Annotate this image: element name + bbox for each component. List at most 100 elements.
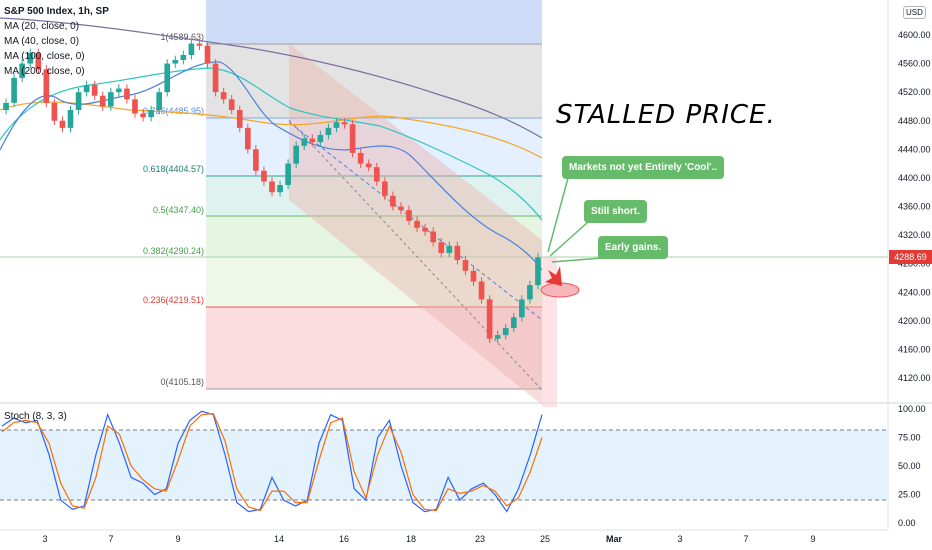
candle-body [51, 102, 58, 121]
currency-badge[interactable]: USD [903, 6, 926, 19]
stoch-d-line [1, 412, 543, 512]
candle-body [317, 135, 324, 143]
candle-body [398, 206, 404, 211]
candle-body [75, 92, 82, 111]
price-axis[interactable]: 4120.004160.004200.004240.004280.004320.… [898, 30, 931, 383]
time-axis[interactable]: 3 7 9 14 16 18 23 25 Mar 3 7 9 [42, 534, 815, 544]
price-tick-label: 4400.00 [898, 173, 931, 183]
ma-100-legend[interactable]: MA (100, close, 0) [4, 51, 85, 62]
candle-body [527, 285, 533, 300]
candle-body [236, 110, 243, 128]
ma-20-legend[interactable]: MA (20, close, 0) [4, 21, 80, 32]
time-tick-label: 16 [339, 534, 349, 544]
fib-band-05-0382 [206, 216, 542, 257]
candle-body [470, 270, 477, 282]
candle-body [220, 92, 227, 100]
candle-body [253, 149, 259, 171]
stoch-legend[interactable]: Stoch (8, 3, 3) [4, 411, 67, 422]
channel-midline [288, 121, 543, 321]
red-arrow-icon [545, 266, 562, 286]
ma-20-line [0, 61, 543, 271]
callout-early-gains: Early gains. [598, 236, 669, 259]
time-tick-label: 9 [810, 534, 815, 544]
candle-body [172, 60, 179, 64]
stoch-k-line [1, 410, 543, 513]
current-price-tag: 4288.69 [889, 250, 932, 264]
candle-body [446, 245, 453, 253]
candle-body [341, 122, 348, 125]
candle-body [116, 88, 122, 93]
candle-body [414, 220, 420, 228]
candle-body [148, 110, 154, 118]
callout-connector-1 [547, 177, 569, 253]
candle-body [19, 63, 25, 78]
price-tick-label: 4520.00 [898, 87, 931, 97]
fib-band-0236-0 [206, 307, 542, 389]
candle-body [196, 43, 203, 46]
candle-body [228, 99, 235, 111]
candle-body [99, 95, 106, 107]
fib-band-top [206, 0, 542, 44]
stoch-tick-label: 50.00 [898, 461, 921, 471]
stoch-tick-label: 100.00 [898, 404, 926, 414]
candle-body [357, 152, 364, 164]
candle-body [204, 45, 211, 64]
symbol-title[interactable]: S&P 500 Index, 1h, SP [4, 6, 109, 17]
ma-200-legend[interactable]: MA (200, close, 0) [4, 66, 85, 77]
price-tick-label: 4160.00 [898, 344, 931, 354]
fib-label-05: 0.5(4347.40) [153, 205, 204, 215]
candle-body [510, 317, 517, 328]
candle-body [83, 85, 90, 93]
candle-body [156, 92, 162, 111]
candle-body [454, 245, 461, 261]
candle-body [212, 63, 219, 93]
candle-body [285, 163, 291, 186]
candlestick-series [3, 39, 541, 343]
chart-legend: S&P 500 Index, 1h, SP MA (20, close, 0) … [4, 4, 109, 79]
ma-40-legend[interactable]: MA (40, close, 0) [4, 36, 80, 47]
price-tick-label: 4200.00 [898, 316, 931, 326]
candle-body [277, 185, 283, 193]
price-tick-label: 4480.00 [898, 116, 931, 126]
stoch-axis[interactable]: 0.00 25.00 50.00 75.00 100.00 [898, 404, 926, 528]
time-tick-label: 3 [42, 534, 47, 544]
candle-body [422, 227, 428, 232]
candle-body [3, 102, 9, 111]
candle-body [27, 52, 34, 64]
callout-still-short: Still short. [584, 200, 647, 223]
candle-body [91, 85, 98, 96]
candle-body [349, 124, 356, 153]
time-tick-label: 18 [406, 534, 416, 544]
candle-body [67, 110, 74, 128]
time-tick-label: 3 [677, 534, 682, 544]
candle-body [486, 299, 493, 339]
time-tick-label: 7 [743, 534, 748, 544]
candle-body [245, 127, 251, 150]
annotation-headline: STALLED PRICE. [556, 100, 776, 130]
candle-body [140, 113, 146, 118]
candle-body [365, 163, 372, 168]
candle-body [301, 138, 308, 146]
candle-body [325, 127, 332, 136]
ma-200-line [0, 17, 543, 139]
candle-body [438, 242, 445, 253]
candle-body [35, 52, 42, 70]
channel-lower-guide [288, 119, 543, 391]
candle-body [180, 55, 187, 61]
candle-body [373, 167, 380, 182]
price-tick-label: 4600.00 [898, 30, 931, 40]
price-tick-label: 4440.00 [898, 144, 931, 154]
candle-body [43, 69, 50, 103]
time-tick-label: Mar [606, 534, 623, 544]
candle-body [462, 260, 469, 271]
price-tick-label: 4240.00 [898, 287, 931, 297]
fib-band-0618-05 [206, 176, 542, 216]
candle-body [333, 122, 340, 128]
candle-body [502, 327, 509, 336]
candle-body [132, 99, 138, 114]
callout-connector-3 [551, 257, 603, 263]
fib-band-1-0786 [206, 44, 542, 118]
candle-body [390, 195, 396, 207]
candle-body [107, 92, 114, 107]
